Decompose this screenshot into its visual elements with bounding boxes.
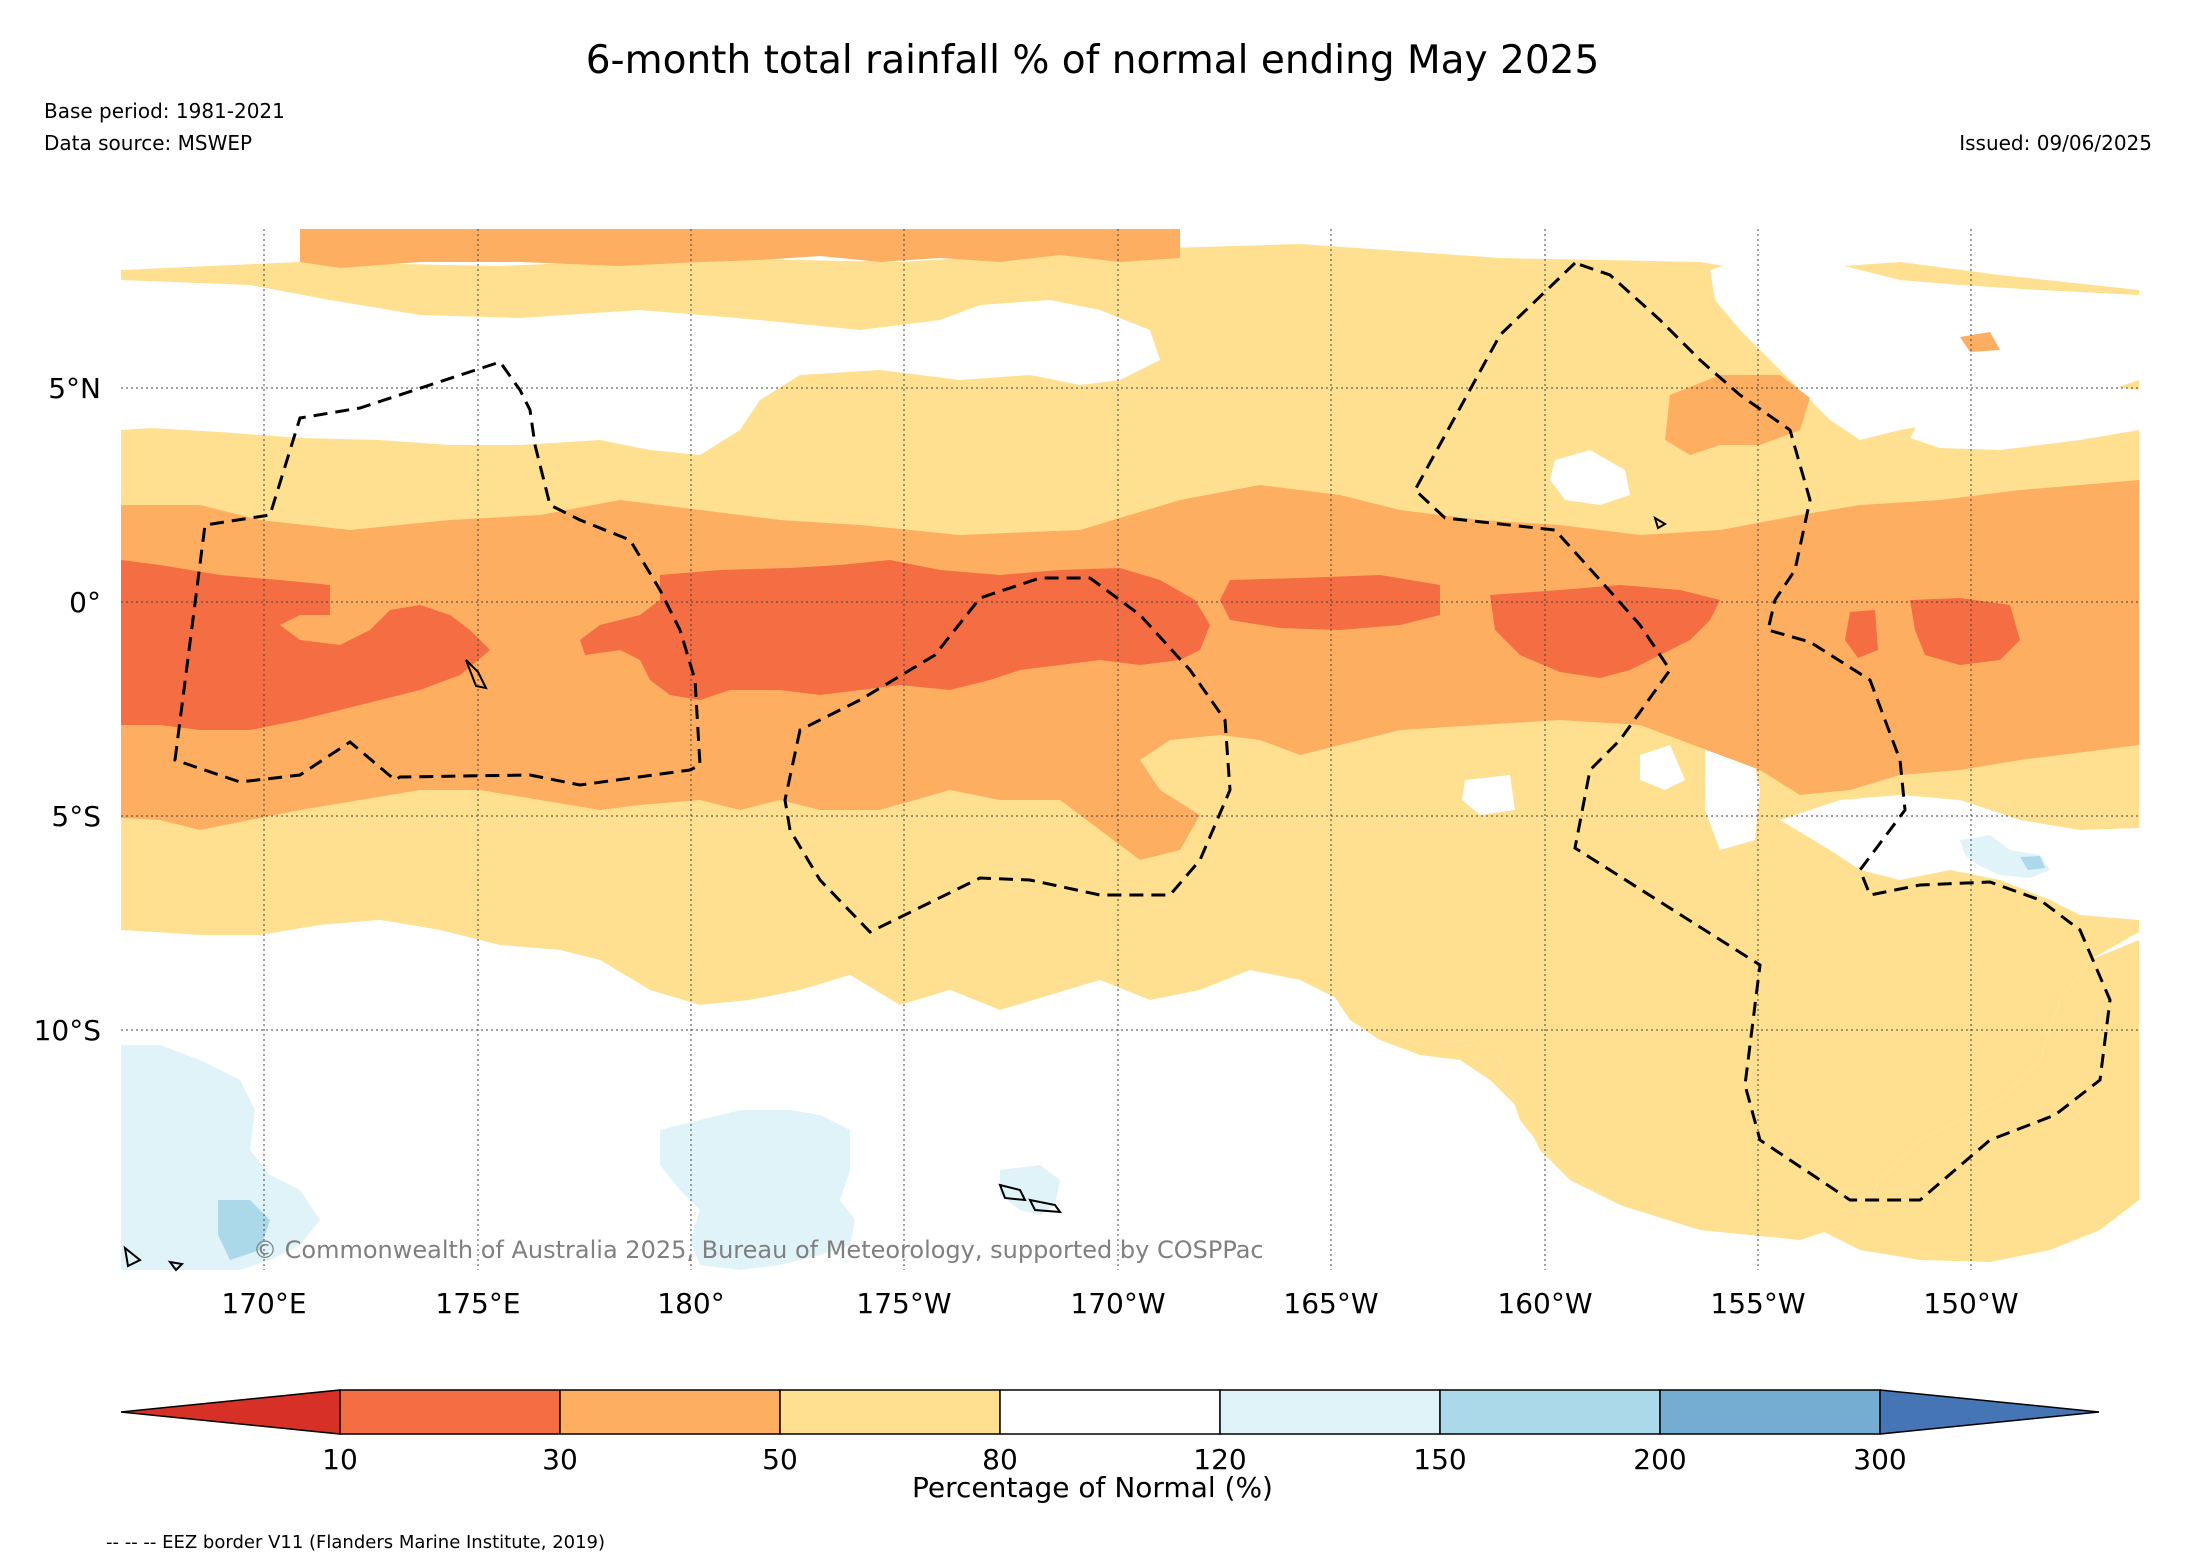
band-10-30 bbox=[121, 560, 490, 730]
lon-label: 155°W bbox=[1710, 1287, 1805, 1320]
blue-120-150-sw bbox=[121, 1045, 320, 1270]
band-10-30-mid bbox=[1220, 575, 1440, 630]
band-10-30-center bbox=[580, 560, 1210, 700]
graticule bbox=[121, 229, 2139, 1270]
colorbar-tick: 10 bbox=[322, 1443, 358, 1476]
colorbar-segment bbox=[559, 1389, 781, 1435]
white-south bbox=[121, 920, 2139, 1270]
issued-date: Issued: 09/06/2025 bbox=[1959, 131, 2152, 155]
lat-labels: 5°N 0° 5°S 10°S bbox=[34, 372, 101, 1047]
lat-label: 10°S bbox=[34, 1014, 101, 1047]
colorbar-tick: 80 bbox=[982, 1443, 1018, 1476]
base-period: Base period: 1981-2021 bbox=[44, 99, 285, 123]
colorbar-ticks: 10 30 50 80 120 150 200 300 bbox=[322, 1443, 1907, 1476]
island-outline bbox=[1028, 1198, 1063, 1214]
white-gap-ne bbox=[1710, 245, 2139, 440]
colorbar-tick: 150 bbox=[1413, 1443, 1466, 1476]
island-outline bbox=[1653, 515, 1667, 530]
map-title: 6-month total rainfall % of normal endin… bbox=[585, 38, 1600, 83]
eez-border-line-islands bbox=[1413, 261, 2112, 1202]
lon-label: 170°E bbox=[221, 1287, 306, 1320]
colorbar-segment bbox=[999, 1389, 1221, 1435]
lon-labels: 170°E 175°E 180° 175°W 170°W 165°W 160°W… bbox=[221, 1287, 2018, 1320]
eez-legend: -- -- -- EEZ border V11 (Flanders Marine… bbox=[106, 1532, 606, 1553]
colorbar-segment bbox=[1439, 1389, 1661, 1435]
copyright-notice: © Commonwealth of Australia 2025, Bureau… bbox=[253, 1236, 1264, 1264]
white-patch-1 bbox=[1550, 450, 1630, 505]
yellow-south-lobe bbox=[1330, 940, 2139, 1262]
colorbar-segment bbox=[779, 1389, 1001, 1435]
white-patch-4 bbox=[1462, 775, 1515, 815]
lon-label: 175°E bbox=[435, 1287, 520, 1320]
patch-30-50-north bbox=[300, 229, 1180, 268]
patch-30-50-ne2 bbox=[1960, 332, 2000, 352]
colorbar-tick: 300 bbox=[1853, 1443, 1906, 1476]
data-source: Data source: MSWEP bbox=[44, 131, 253, 155]
band-10-30-small bbox=[1845, 610, 1878, 658]
colorbar-segment bbox=[1659, 1389, 1881, 1435]
lon-label: 170°W bbox=[1070, 1287, 1165, 1320]
lon-label: 175°W bbox=[856, 1287, 951, 1320]
colorbar-tick: 200 bbox=[1633, 1443, 1686, 1476]
white-gap-ne2 bbox=[1910, 385, 2139, 450]
eez-border-kiribati-gilberts bbox=[173, 360, 702, 787]
colorbar-label: Percentage of Normal (%) bbox=[912, 1471, 1273, 1504]
island-outline bbox=[123, 1245, 142, 1268]
lon-label: 165°W bbox=[1283, 1287, 1378, 1320]
blue-150-200-east bbox=[2020, 856, 2045, 870]
colorbar-tick: 50 bbox=[762, 1443, 798, 1476]
colorbar-over-arrow bbox=[1879, 1389, 2100, 1435]
band-30-50 bbox=[121, 480, 2139, 860]
colorbar-segment bbox=[339, 1389, 561, 1435]
band-10-30-east bbox=[1490, 585, 1720, 678]
white-patch-2 bbox=[1640, 745, 1685, 790]
eez-borders bbox=[173, 261, 2112, 1202]
colorbar-tick: 30 bbox=[542, 1443, 578, 1476]
lat-label: 5°N bbox=[48, 372, 101, 405]
white-gap-north bbox=[121, 280, 1160, 455]
band-10-30-far-east bbox=[1910, 598, 2020, 665]
island-outline bbox=[998, 1183, 1027, 1202]
lon-label: 180° bbox=[657, 1287, 724, 1320]
colorbar-tick: 120 bbox=[1193, 1443, 1246, 1476]
lon-label: 150°W bbox=[1923, 1287, 2018, 1320]
colorbar bbox=[120, 1389, 2100, 1435]
white-patch-3 bbox=[1705, 742, 1760, 850]
blue-120-150-center bbox=[660, 1110, 855, 1270]
lat-label: 0° bbox=[69, 586, 101, 619]
colorbar-under-arrow bbox=[120, 1389, 341, 1435]
island-outlines bbox=[123, 515, 1667, 1272]
lat-label: 5°S bbox=[51, 800, 101, 833]
eez-border-phoenix bbox=[783, 576, 1232, 934]
lon-label: 160°W bbox=[1497, 1287, 1592, 1320]
island-outline bbox=[465, 659, 488, 690]
patch-30-50-ne bbox=[1665, 375, 1810, 455]
island-outline bbox=[167, 1260, 185, 1272]
white-patch-se bbox=[1780, 795, 2139, 920]
colorbar-segment bbox=[1219, 1389, 1441, 1435]
rainfall-field bbox=[121, 229, 2139, 1270]
blue-150-200-sw bbox=[218, 1200, 270, 1260]
